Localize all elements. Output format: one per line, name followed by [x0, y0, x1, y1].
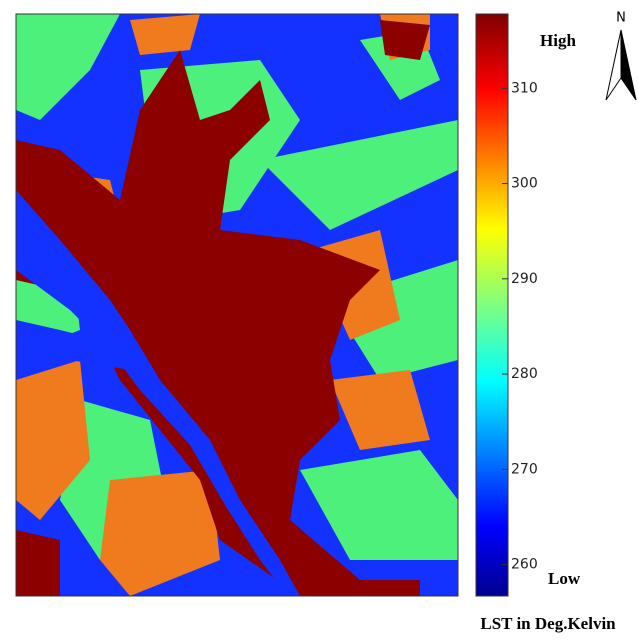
north-arrow: N	[606, 11, 636, 101]
lst-raster	[16, 14, 458, 596]
north-label: N	[616, 11, 626, 26]
legend-high: High	[540, 31, 576, 50]
legend-low: Low	[548, 569, 581, 588]
colorbar-tick-label: 300	[511, 176, 538, 192]
colorbar-tick-label: 310	[511, 80, 538, 96]
colorbar-tick-label: 270	[511, 461, 538, 477]
colorbar-tick-label: 260	[511, 557, 538, 573]
page: High Low LST in Deg.Kelvin N 260 270 280 29…	[0, 0, 638, 642]
legend-title: LST in Deg.Kelvin	[480, 614, 616, 633]
colorbar-tick-label: 290	[511, 271, 538, 287]
colorbar	[476, 14, 508, 596]
colorbar-tick-label: 280	[511, 366, 538, 382]
